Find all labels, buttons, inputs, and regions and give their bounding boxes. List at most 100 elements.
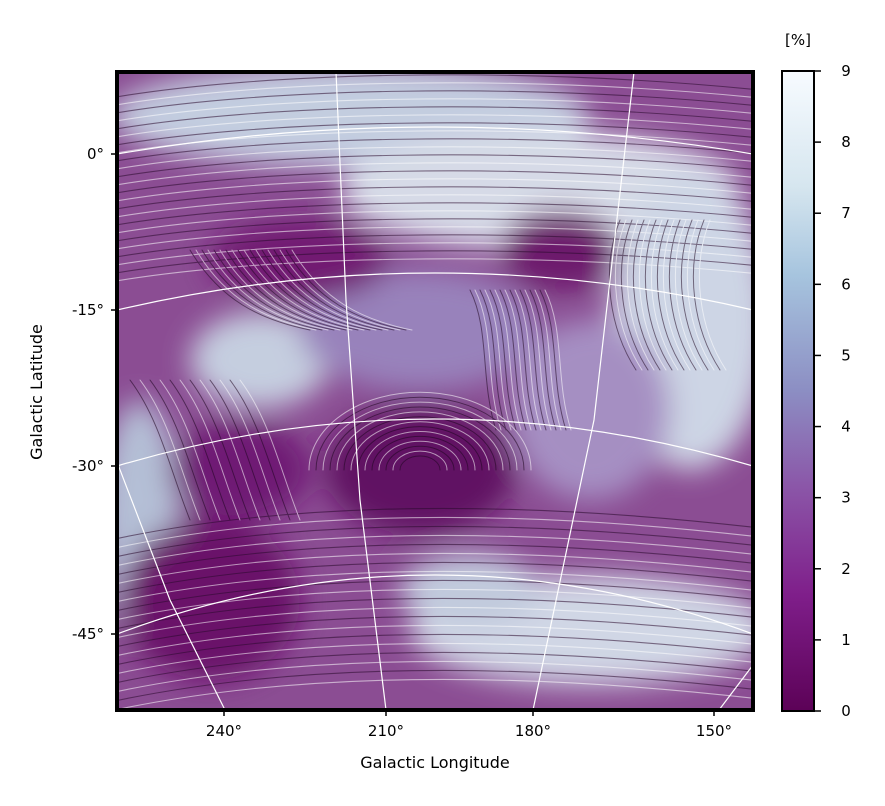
colorbar-tick-label: 2: [841, 560, 851, 578]
field-line: [371, 435, 469, 471]
longitude-line-165: [718, 664, 753, 710]
x-tick-label: 240°: [206, 722, 242, 740]
field-line: [169, 379, 231, 521]
field-line: [364, 431, 476, 471]
field-line: [267, 249, 389, 331]
field-line: [668, 219, 697, 371]
x-tick-label: 180°: [515, 722, 551, 740]
field-line: [179, 379, 241, 521]
field-line: [479, 289, 507, 431]
field-line: [219, 379, 281, 521]
field-line: [357, 426, 483, 471]
field-line: [117, 242, 753, 266]
medium-intensity-region: [300, 270, 540, 390]
field-line: [117, 516, 753, 549]
field-line: [686, 219, 715, 371]
field-line: [117, 154, 753, 178]
field-line: [529, 289, 557, 431]
field-line: [117, 202, 753, 226]
field-line: [692, 219, 721, 371]
field-line: [117, 122, 753, 146]
field-line: [117, 98, 753, 122]
field-line: [626, 219, 655, 371]
latitude-line-minus-15: [117, 272, 753, 311]
colorbar-tick-label: 1: [841, 631, 851, 649]
latitude-line-minus-30: [117, 418, 753, 467]
field-line: [614, 219, 643, 371]
x-axis: 240° 210° 180° 150°: [206, 710, 732, 740]
field-line: [291, 249, 413, 331]
field-line: [385, 445, 455, 471]
field-line: [315, 396, 525, 471]
field-line: [308, 391, 532, 471]
field-line: [117, 561, 753, 594]
field-line: [632, 219, 661, 371]
field-line: [519, 289, 547, 431]
field-line: [524, 289, 552, 431]
field-line: [504, 289, 532, 431]
field-line: [231, 249, 353, 331]
field-line: [509, 289, 537, 431]
colorbar-tick-label: 8: [841, 133, 851, 151]
x-tick-label: 150°: [696, 722, 732, 740]
colorbar-tick-label: 6: [841, 275, 851, 293]
field-line: [229, 379, 291, 521]
field-line: [117, 570, 753, 603]
colorbar: [%] 0 1 2 3 4 5 6 7 8 9: [781, 31, 851, 720]
field-line: [350, 421, 490, 471]
field-line: [514, 289, 542, 431]
field-line: [644, 219, 673, 371]
y-tick-label: -15°: [72, 301, 104, 319]
field-line: [484, 289, 512, 431]
field-line: [117, 186, 753, 210]
graticule: [117, 72, 753, 710]
x-axis-label: Galactic Longitude: [360, 753, 509, 772]
field-line: [209, 379, 271, 521]
colorbar-tick-label: 3: [841, 489, 851, 507]
field-line: [117, 579, 753, 612]
colorbar-ticks: 0 1 2 3 4 5 6 7 8 9: [814, 62, 851, 720]
field-line: [499, 289, 527, 431]
field-line: [117, 669, 753, 702]
latitude-line-0: [117, 126, 753, 155]
field-line: [117, 82, 753, 106]
low-intensity-region: [325, 405, 515, 535]
field-line: [129, 379, 191, 521]
field-line: [117, 250, 753, 274]
latitude-line-minus-45: [117, 574, 753, 635]
field-line: [329, 406, 511, 471]
field-line: [322, 401, 518, 471]
field-line: [117, 146, 753, 170]
field-line: [117, 210, 753, 234]
high-intensity-region: [190, 312, 330, 408]
map-frame: [115, 70, 755, 712]
field-line: [336, 411, 504, 471]
y-axis: 0° -15° -30° -45°: [72, 145, 117, 643]
field-line: [117, 507, 753, 540]
longitude-line-195: [532, 72, 635, 710]
colorbar-tick-label: 0: [841, 702, 851, 720]
field-line: [117, 114, 753, 138]
field-line: [469, 289, 497, 431]
field-line: [650, 219, 679, 371]
field-line: [117, 615, 753, 648]
field-line: [117, 170, 753, 194]
y-tick-label: -45°: [72, 625, 104, 643]
colorbar-gradient: [781, 70, 815, 712]
field-line: [149, 379, 211, 521]
field-line: [117, 162, 753, 186]
field-line: [249, 249, 371, 331]
field-line: [219, 249, 341, 331]
field-line: [117, 218, 753, 242]
field-line: [189, 379, 251, 521]
field-line: [279, 249, 401, 331]
field-line: [474, 289, 502, 431]
colorbar-label: [%]: [785, 31, 811, 49]
field-line: [117, 543, 753, 576]
field-line: [225, 249, 347, 331]
field-line: [255, 249, 377, 331]
field-line: [201, 249, 323, 331]
field-line: [239, 379, 301, 521]
field-line: [399, 455, 441, 471]
